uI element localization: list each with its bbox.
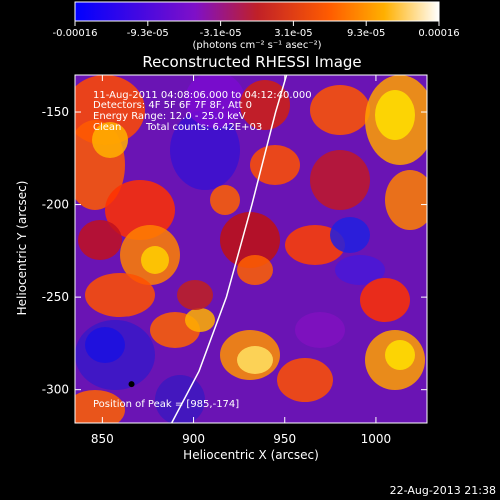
annotation-energy: Energy Range: 12.0 - 25.0 keV	[93, 111, 246, 122]
heatmap-cell	[155, 375, 205, 423]
heatmap-cell	[310, 150, 370, 210]
annotation-time-range: 11-Aug-2011 04:08:06.000 to 04:12:40.000	[93, 90, 312, 101]
colorbar-tick-label: 0.00016	[418, 28, 459, 39]
y-tick-label: -250	[42, 290, 69, 304]
heatmap-cell	[141, 246, 169, 274]
heatmap-cell	[85, 327, 125, 363]
colorbar-unit-label: (photons cm⁻² s⁻¹ asec⁻²)	[192, 40, 321, 51]
heatmap-cell	[237, 255, 273, 285]
colorbar-tick-labels: -0.00016 -9.3e-05 -3.1e-05 3.1e-05 9.3e-05 0.…	[53, 28, 460, 39]
heatmap-cell	[185, 308, 215, 332]
solar-limb-curve	[170, 75, 288, 423]
x-tick-label: 1000	[361, 432, 392, 446]
colorbar-tick-label: 9.3e-05	[347, 28, 385, 39]
y-axis-ticks: -150 -200 -250 -300	[42, 105, 427, 397]
x-tick-label: 900	[182, 432, 205, 446]
colorbar-tick-label: -9.3e-05	[127, 28, 169, 39]
heatmap-cell	[75, 390, 125, 423]
heatmap-cell	[92, 122, 128, 158]
x-axis-label: Heliocentric X (arcsec)	[183, 448, 319, 462]
colorbar-ticks	[74, 21, 440, 26]
footer-timestamp: 22-Aug-2013 21:38	[390, 484, 496, 497]
heatmap-cell	[185, 75, 245, 128]
annotation-total-counts: Total counts: 6.42E+03	[145, 122, 262, 133]
y-tick-label: -300	[42, 383, 69, 397]
heatmap-cell	[85, 273, 155, 317]
heatmap-cell	[78, 220, 122, 260]
heatmap-cell	[385, 340, 415, 370]
heatmap-cell	[335, 255, 385, 285]
heatmap-cell	[177, 280, 213, 310]
peak-marker	[128, 381, 135, 388]
y-tick-label: -200	[42, 198, 69, 212]
heatmap-cell	[385, 170, 427, 230]
heatmap-cell	[330, 217, 370, 253]
annotation-clean: Clean	[93, 122, 121, 133]
colorbar-tick-label: 3.1e-05	[274, 28, 312, 39]
heatmap-cell	[277, 358, 333, 402]
annotation-peak-position: Position of Peak = [985,-174]	[93, 399, 239, 410]
plot-frame	[74, 74, 428, 424]
colorbar	[74, 1, 440, 22]
chart-title: Reconstructed RHESSI Image	[142, 53, 361, 71]
heatmap-image	[75, 75, 427, 423]
heatmap-cell	[240, 80, 290, 130]
colorbar-tick-label: -3.1e-05	[200, 28, 242, 39]
heatmap-cell	[295, 312, 345, 348]
y-axis-label: Heliocentric Y (arcsec)	[15, 181, 29, 316]
heatmap-cell	[210, 185, 240, 215]
heatmap-cell	[360, 278, 410, 322]
x-axis-ticks: 850 900 950 1000	[91, 75, 391, 446]
heatmap-cell	[220, 212, 280, 268]
heatmap-cell	[105, 180, 175, 240]
heatmap-cell	[250, 145, 300, 185]
heatmap-cell	[310, 85, 370, 135]
colorbar-tick-label: -0.00016	[53, 28, 98, 39]
x-tick-label: 950	[273, 432, 296, 446]
x-tick-label: 850	[91, 432, 114, 446]
annotation-detectors: Detectors: 4F 5F 6F 7F 8F, Att 0	[93, 100, 252, 111]
heatmap-cell	[237, 346, 273, 374]
y-tick-label: -150	[42, 105, 69, 119]
heatmap-cell	[375, 90, 415, 140]
heatmap-cell	[170, 110, 240, 190]
